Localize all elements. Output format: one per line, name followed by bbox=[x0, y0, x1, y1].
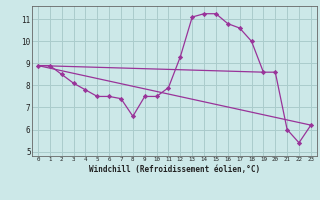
X-axis label: Windchill (Refroidissement éolien,°C): Windchill (Refroidissement éolien,°C) bbox=[89, 165, 260, 174]
